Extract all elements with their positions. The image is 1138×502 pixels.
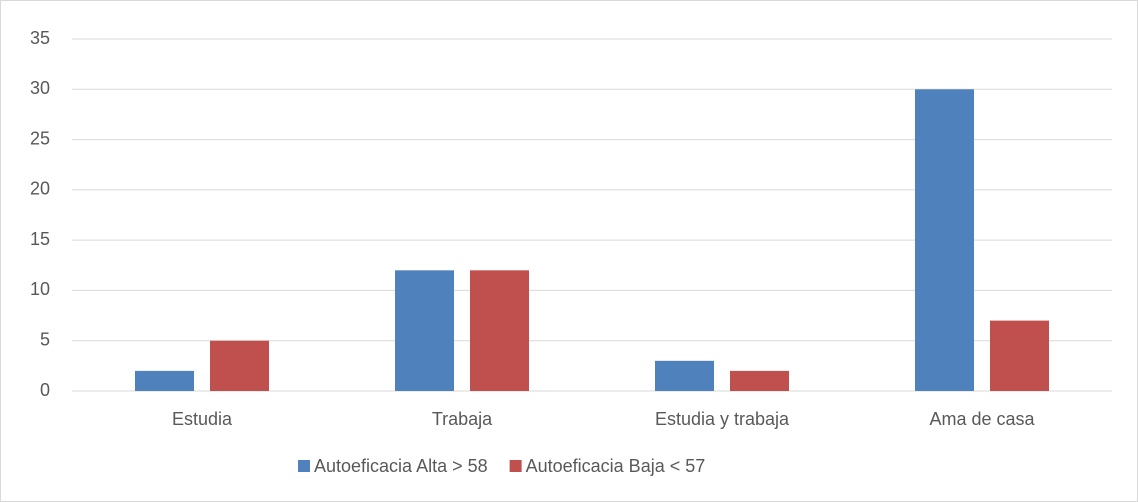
legend-swatch — [298, 460, 310, 472]
legend-swatch — [509, 460, 522, 472]
y-tick-label: 30 — [30, 78, 50, 98]
y-tick-label: 15 — [30, 229, 50, 249]
x-tick-label: Ama de casa — [929, 409, 1035, 429]
legend-label: Autoeficacia Baja < 57 — [526, 456, 706, 476]
y-tick-label: 5 — [40, 329, 50, 349]
y-tick-label: 10 — [30, 279, 50, 299]
x-tick-label: Estudia — [172, 409, 233, 429]
bar — [135, 370, 194, 391]
bar — [395, 270, 454, 391]
y-tick-label: 25 — [30, 128, 50, 148]
bar — [470, 270, 529, 391]
y-tick-label: 0 — [40, 380, 50, 400]
y-tick-label: 20 — [30, 179, 50, 199]
x-tick-label: Estudia y trabaja — [655, 409, 790, 429]
legend-label: Autoeficacia Alta > 58 — [314, 456, 488, 476]
y-tick-label: 35 — [30, 28, 50, 48]
x-tick-label: Trabaja — [432, 409, 493, 429]
bar — [655, 360, 714, 391]
bar — [915, 89, 974, 392]
bar — [730, 370, 789, 391]
bar — [990, 320, 1049, 391]
bar — [210, 340, 269, 391]
